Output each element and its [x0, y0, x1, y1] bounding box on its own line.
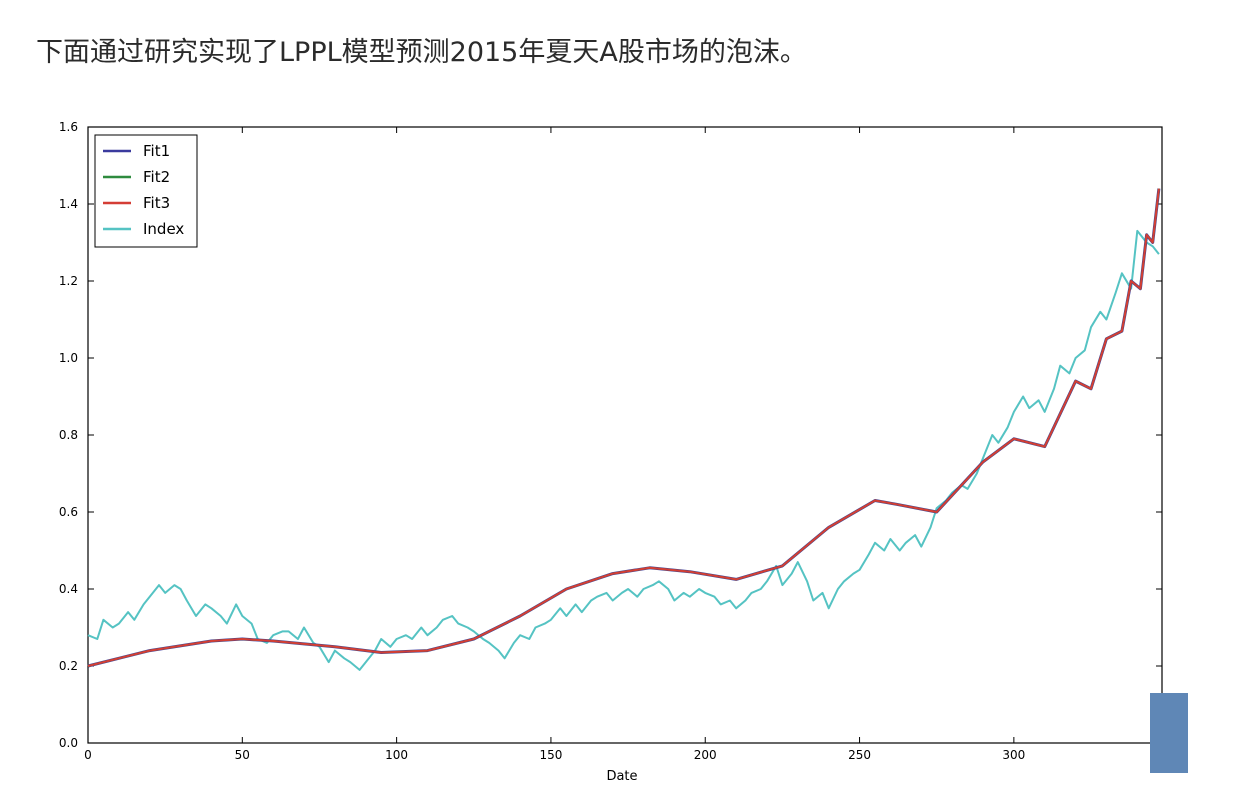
page-heading: 下面通过研究实现了LPPL模型预测2015年夏天A股市场的泡沫。: [36, 37, 807, 68]
y-tick-label: 1.4: [59, 197, 78, 211]
series-line-fit3: [87, 188, 1160, 667]
x-tick-label: 150: [539, 748, 562, 762]
x-tick-label: 300: [1002, 748, 1025, 762]
y-tick-label: 0.0: [59, 736, 78, 750]
x-tick-label: 50: [235, 748, 250, 762]
y-tick-label: 0.2: [59, 659, 78, 673]
plot-area: [87, 126, 1163, 744]
y-tick-label: 0.4: [59, 582, 78, 596]
series-lines: [87, 188, 1161, 671]
y-tick-label: 0.8: [59, 428, 78, 442]
xueqiu-watermark-logo: [1150, 693, 1188, 773]
x-tick-label: 250: [848, 748, 871, 762]
legend: Fit1 Fit2 Fit3 Index: [94, 134, 198, 248]
legend-label: Fit2: [143, 168, 170, 186]
x-tick-label: 100: [385, 748, 408, 762]
legend-label: Fit1: [143, 142, 170, 160]
y-tick-label: 1.2: [59, 274, 78, 288]
y-tick-label: 0.6: [59, 505, 78, 519]
y-tick-label: 1.0: [59, 351, 78, 365]
legend-label: Fit3: [143, 194, 170, 212]
x-axis-label: Date: [606, 769, 637, 784]
axis-ticks: 0 50 100 150 200 250 300 0.0 0.2 0.4 0.6 0.8 1.0 1.2 1…: [59, 120, 1162, 762]
legend-label: Index: [143, 220, 184, 238]
y-tick-label: 1.6: [59, 120, 78, 134]
x-tick-label: 200: [694, 748, 717, 762]
x-tick-label: 0: [84, 748, 92, 762]
